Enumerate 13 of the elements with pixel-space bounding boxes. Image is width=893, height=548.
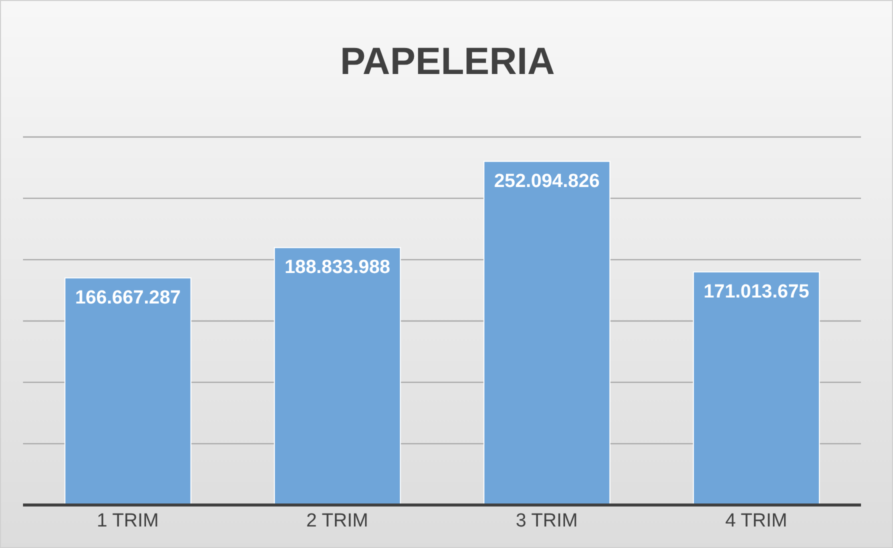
bar xyxy=(274,247,401,505)
bar xyxy=(64,277,192,505)
bar xyxy=(692,271,820,505)
x-tick-label: 4 TRIM xyxy=(725,510,788,532)
data-label: 252.094.826 xyxy=(494,170,600,192)
x-tick-label: 1 TRIM xyxy=(96,510,159,532)
data-label: 188.833.988 xyxy=(284,257,390,278)
data-label: 171.013.675 xyxy=(704,281,810,302)
x-tick-label: 2 TRIM xyxy=(306,510,368,532)
chart-title: PAPELERIA xyxy=(339,41,556,84)
x-tick-label: 3 TRIM xyxy=(516,510,578,532)
data-label: 166.667.287 xyxy=(75,287,181,308)
bar xyxy=(483,160,610,505)
